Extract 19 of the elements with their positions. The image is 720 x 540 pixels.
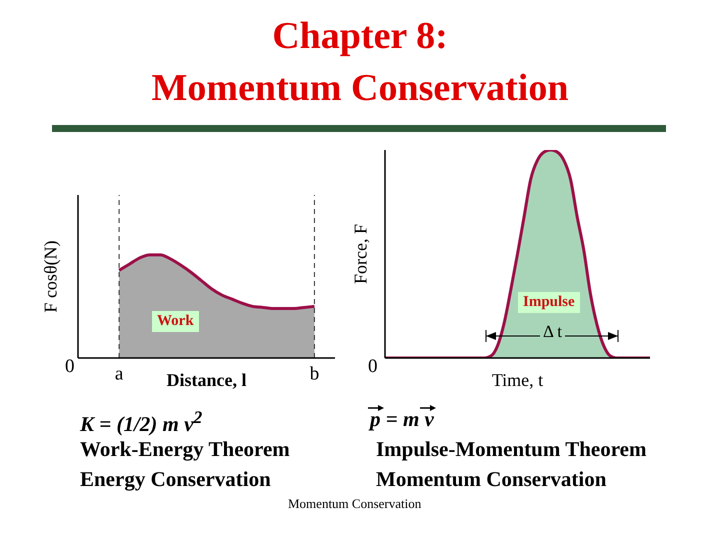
text: Energy Conservation	[80, 467, 271, 492]
text: 0	[368, 356, 378, 378]
text: Work-Energy Theorem	[80, 437, 290, 462]
y-axis-title: Force, F	[350, 224, 370, 284]
annotation: Δ t	[540, 322, 565, 342]
annotation: Impulse	[518, 292, 580, 313]
chart-title: Chapter 8: Momentum Conservation	[150, 14, 570, 111]
y-axis-title: F cosθ(N)	[40, 240, 60, 313]
x-axis-title: Time, t	[492, 370, 544, 390]
annotation: Work	[152, 311, 199, 332]
text: Momentum Conservation	[376, 467, 606, 492]
x-tick-label: b	[310, 363, 320, 384]
text: K = (1/2) m v$^{2}$	[80, 407, 202, 437]
text: p = m v	[370, 407, 434, 432]
x-tick-label: a	[114, 363, 124, 384]
text: Momentum Conservation	[288, 496, 422, 512]
x-axis-title: Distance, l	[166, 370, 246, 390]
text: Impulse-Momentum Theorem	[376, 437, 646, 462]
text: 0	[65, 356, 74, 378]
